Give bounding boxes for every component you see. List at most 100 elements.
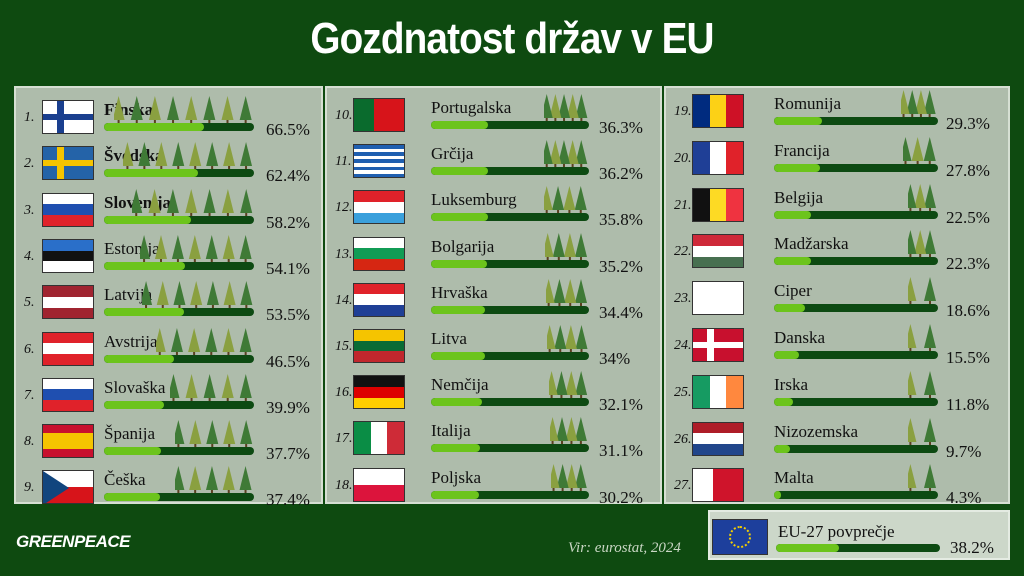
trees-icon xyxy=(904,417,936,445)
country-row: 8. Španija 37.7% xyxy=(16,420,321,466)
country-row: 13. Bolgarija 35.2% xyxy=(327,231,660,279)
trees-decoration xyxy=(543,323,590,353)
forest-bar-fill xyxy=(431,352,485,360)
trees-icon xyxy=(130,188,252,216)
trees-decoration xyxy=(172,418,254,448)
country-name: Danska xyxy=(774,328,825,347)
forest-bar xyxy=(774,163,938,172)
forest-value: 36.2% xyxy=(599,164,643,184)
forest-bar xyxy=(431,444,589,453)
forest-bar-fill xyxy=(104,169,198,178)
forest-value: 62.4% xyxy=(266,166,310,186)
rank-label: 3. xyxy=(24,202,35,218)
forest-bar xyxy=(104,308,254,317)
trees-icon xyxy=(121,142,252,170)
country-row: 10. Portugalska 36.3% xyxy=(327,94,660,140)
forest-bar xyxy=(774,304,938,313)
forest-value: 36.3% xyxy=(599,118,643,137)
eu-stars-icon xyxy=(729,526,751,548)
trees-decoration xyxy=(547,462,589,492)
trees-icon xyxy=(543,325,587,352)
forest-bar xyxy=(104,123,254,131)
panel-ranks-10-18: 10. Portugalska 36.3% 11. Grčija 36.2% 12.… xyxy=(325,86,662,507)
forest-value: 58.2% xyxy=(266,212,310,232)
forest-value: 35.2% xyxy=(599,256,643,276)
trees-decoration xyxy=(904,228,938,258)
forest-bar xyxy=(104,447,254,456)
forest-bar xyxy=(104,400,254,409)
forest-bar xyxy=(774,257,938,266)
country-row: 1. Finska 66.5% xyxy=(16,96,321,142)
trees-decoration xyxy=(899,135,938,165)
flag-francija xyxy=(692,140,744,175)
forest-value: 32.1% xyxy=(599,395,643,415)
flag-litva xyxy=(353,329,405,363)
forest-value: 35.8% xyxy=(599,210,643,230)
country-row: 20. Francija 27.8% xyxy=(666,135,1008,183)
country-name: Malta xyxy=(774,468,814,488)
panel-ranks-1-9: 1. Finska 66.5%2. Švedska 62.4%3. Sloven… xyxy=(14,86,323,509)
country-row: 7. Slovaška 39.9% xyxy=(16,373,321,420)
country-name: Latvija xyxy=(104,285,153,305)
forest-value: 53.5% xyxy=(266,305,310,325)
forest-bar-fill xyxy=(774,257,811,266)
rank-label: 9. xyxy=(24,480,35,496)
country-row: 19. Romunija 29.3% xyxy=(666,90,1008,136)
trees-icon xyxy=(139,281,252,309)
trees-decoration xyxy=(540,184,589,214)
forest-bar-fill xyxy=(431,444,481,453)
forest-bar xyxy=(104,493,254,502)
panel-ranks-19-27: 19. Romunija 29.3% 20. Francija 27.8% 21. … xyxy=(664,86,1010,507)
rank-label: 16. xyxy=(335,385,353,401)
forest-value: 30.2% xyxy=(599,487,643,507)
forest-value: 22.5% xyxy=(946,207,990,227)
rank-label: 21. xyxy=(674,197,692,213)
flag-slovaška xyxy=(42,377,94,412)
forest-bar-fill xyxy=(104,308,185,317)
forest-bar xyxy=(431,121,589,129)
trees-decoration xyxy=(904,322,938,352)
flag-nizozemska xyxy=(692,421,744,456)
country-row: 4. Estonija 54.1% xyxy=(16,234,321,281)
trees-icon xyxy=(904,277,936,305)
forest-bar xyxy=(774,117,938,125)
trees-icon xyxy=(897,90,936,117)
trees-icon xyxy=(904,464,936,492)
flag-nemčija xyxy=(353,375,405,410)
country-row: 11. Grčija 36.2% xyxy=(327,140,660,186)
rank-label: 5. xyxy=(24,295,35,311)
rank-label: 1. xyxy=(24,110,35,125)
forest-value: 4.3% xyxy=(946,488,982,508)
trees-decoration xyxy=(897,88,938,118)
forest-bar-fill xyxy=(104,215,192,224)
trees-decoration xyxy=(139,279,254,309)
country-name: Portugalska xyxy=(431,98,512,117)
country-name: Madžarska xyxy=(774,234,849,254)
trees-decoration xyxy=(541,231,589,261)
forest-bar-fill xyxy=(774,210,811,219)
rank-label: 7. xyxy=(24,387,35,403)
country-name: Češka xyxy=(104,470,146,490)
trees-icon xyxy=(542,278,587,306)
forest-bar-fill xyxy=(104,354,174,363)
forest-bar-fill xyxy=(774,491,782,500)
country-name: Bolgarija xyxy=(431,236,495,256)
country-name: Irska xyxy=(774,374,808,394)
country-row: 18. Poljska 30.2% xyxy=(327,462,660,510)
rank-label: 19. xyxy=(674,104,692,119)
trees-icon xyxy=(899,136,936,164)
trees-icon xyxy=(154,327,252,355)
trees-icon xyxy=(540,140,587,168)
forest-bar xyxy=(774,351,938,359)
country-row: 9. Češka 37.4% xyxy=(16,466,321,512)
forest-bar-fill xyxy=(104,493,161,502)
trees-decoration xyxy=(540,138,589,168)
forest-bar-fill xyxy=(431,213,488,222)
country-name: Luksemburg xyxy=(431,190,517,210)
country-name: Poljska xyxy=(431,467,482,487)
forest-bar-fill xyxy=(431,490,479,499)
country-row: 25. Irska 11.8% xyxy=(666,370,1008,417)
rank-label: 10. xyxy=(335,108,353,123)
trees-decoration xyxy=(904,182,938,212)
rank-label: 2. xyxy=(24,156,35,172)
